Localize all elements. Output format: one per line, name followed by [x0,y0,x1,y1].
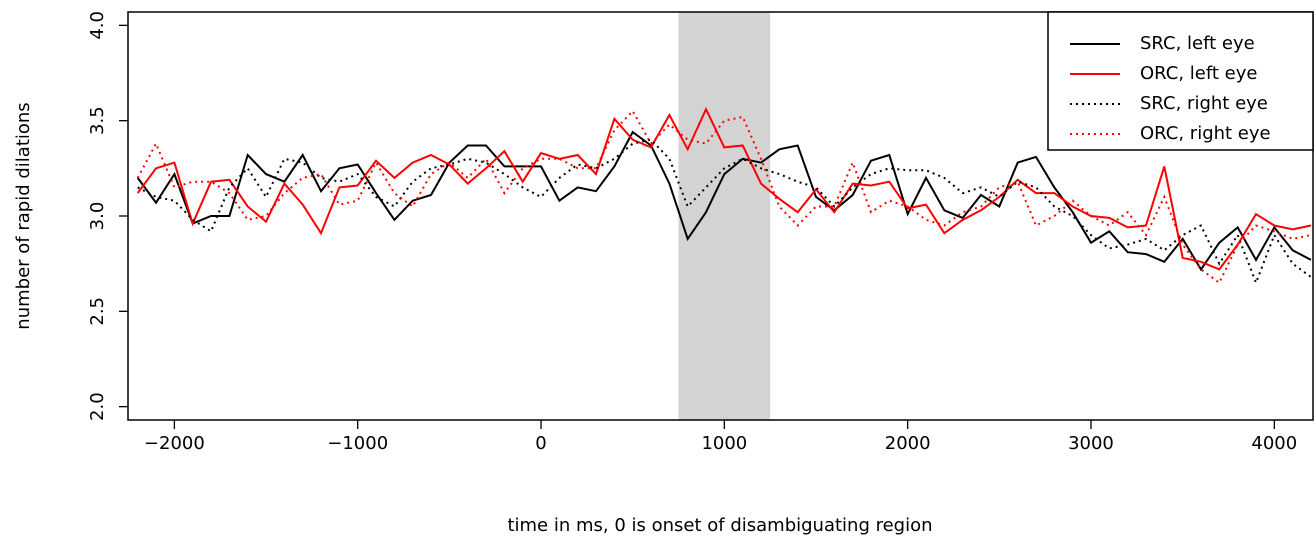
legend-label: SRC, right eye [1140,93,1268,114]
x-tick-label: 0 [535,433,546,454]
legend-box [1047,11,1314,151]
series-line [136,106,1312,271]
x-tick-label: 2000 [885,433,931,454]
legend-label: ORC, right eye [1140,123,1271,144]
y-tick-label: 3.0 [87,202,108,231]
x-tick-label: −2000 [144,433,205,454]
legend-label: ORC, left eye [1140,63,1257,84]
x-tick-label: −1000 [327,433,388,454]
series-line [137,138,1312,286]
x-tick-label: 4000 [1251,433,1297,454]
y-tick-label: 2.5 [87,297,108,326]
legend-label: SRC, left eye [1140,33,1255,54]
plot-frame [127,11,1314,421]
shaded-region [678,12,771,420]
y-tick-label: 3.5 [87,106,108,135]
x-tick-label: 1000 [701,433,747,454]
series-line [136,130,1312,272]
y-tick-label: 4.0 [87,11,108,40]
x-axis-title: time in ms, 0 is onset of disambiguating… [507,515,932,536]
y-axis-title: number of rapid dilations [13,102,34,329]
y-tick-label: 2.0 [87,392,108,421]
x-tick-label: 3000 [1068,433,1114,454]
